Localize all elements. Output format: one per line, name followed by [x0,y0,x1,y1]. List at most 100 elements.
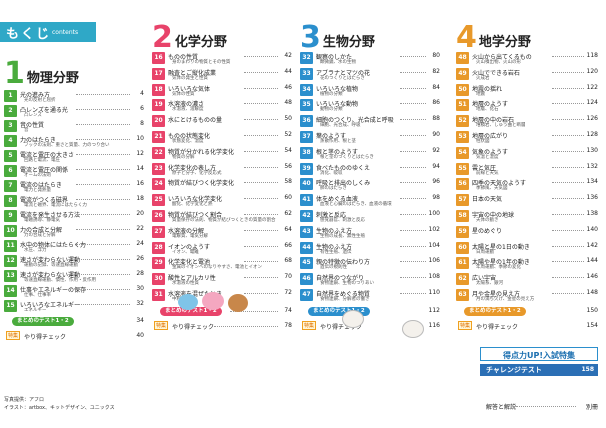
special-feature-box[interactable]: 得点力UP!入試特集 [480,347,598,361]
toc-entry[interactable]: 25 いろいろな化学変化 酸化、化学変化と熱 60 [152,194,292,208]
chemistry-check-link[interactable]: やり得チェック [172,323,215,331]
leader-dots [552,198,584,200]
toc-entry[interactable]: 62 広い宇宙 太陽系、銀河 146 [456,273,598,287]
toc-entry[interactable]: 51 地層のようす 地層、化石 124 [456,99,598,113]
leader-dots [244,277,278,279]
toc-entry[interactable]: 3 音の性質音 8 [4,120,144,134]
leader-dots [76,109,130,110]
page-number: 4 [140,90,144,97]
toc-entry[interactable]: 58 宇宙の中の地球 天体の動き 138 [456,210,598,224]
toc-entry[interactable]: 52 地層の中の岩石 堆積岩、しゅう曲と断層 126 [456,115,598,129]
leader-dots [552,277,584,279]
toc-entry[interactable]: 47 自然界をめぐる物質 食物連鎖、分解者の働き 110 [300,289,440,303]
lesson-title: 水にとけるものの量 [168,117,223,125]
toc-entry[interactable]: 1 光の進み方 光の反射と屈折 4 [4,90,144,104]
toc-entry[interactable]: 36 細胞のつくり、光合成と呼吸 細胞、光合成、呼吸 88 [300,115,440,129]
toc-entry[interactable]: 33 アブラナとマツの花 花のつくりとはたらき 82 [300,67,440,82]
toc-entry[interactable]: 7 電流のはたらき 電力と発熱量 16 [4,180,144,194]
toc-entry[interactable]: 15 いろいろなエネルギー エネルギー 32 [4,300,144,314]
toc-entry[interactable]: 57 日本の天気 136 [456,194,598,208]
toc-entry[interactable]: 2 凸レンズを通る光 凸レンズ 6 [4,105,144,119]
blue-mouse-illustration [178,294,198,310]
physics-matome-test-link[interactable]: まとめのテスト1・2 [12,317,74,326]
toc-entry[interactable]: 29 化学変化と電池 金属のイオンへのなりやすさ、電池とイオン 68 [152,257,292,271]
toc-entry[interactable]: 56 四季の天気のようす 季節風、天気図 134 [456,178,598,192]
toc-entry[interactable]: 21 ものの状態変化 状態変化、温度 52 [152,131,292,145]
answers-row[interactable]: 解答と解説 別冊 [486,402,598,412]
page-number: 66 [284,241,292,249]
page-number: 86 [432,99,440,107]
toc-entry[interactable]: 45 親の特徴の伝わり方 遺伝の規則性 106 [300,257,440,271]
toc-entry[interactable]: 41 体をめぐる血液 血液と心臓のはたらき、血液の循環 98 [300,194,440,208]
toc-entry[interactable]: 46 自然界のつながり 食物連鎖、生物のつりあい 108 [300,273,440,287]
toc-entry[interactable]: 4 力のはたらき フックの法則、重さと質量、力のつり合い 10 [4,135,144,149]
lesson-title: 太陽と星の1日の動き [472,243,530,251]
toc-entry[interactable]: 11 水中の物体にはたらく力 水圧、浮力 24 [4,240,144,254]
toc-entry[interactable]: 28 イオンのようす イオン、電離 66 [152,241,292,256]
toc-entry[interactable]: 40 呼吸と排出のしくみ 肺のはたらき 96 [300,178,440,192]
lesson-title: 融査とご縦化成業 [168,69,217,77]
toc-entry[interactable]: 38 根と茎のようす 根と茎のつくりとはたらき 92 [300,146,440,161]
toc-entry[interactable]: 35 いろいろな動物 動物の分類 86 [300,99,440,113]
physics-check-link[interactable]: やり得チェック [24,334,67,341]
toc-entry[interactable]: 39 食べたもののゆくえ 消化、吸収 94 [300,162,440,177]
toc-entry[interactable]: 30 酸性とアルカリ性 水溶液の性質 70 [152,273,292,287]
toc-entry[interactable]: 14 仕事やエネルギーの保存 仕事、仕事率 30 [4,285,144,299]
challenge-test-box[interactable]: チャレンジテスト 158 [480,364,598,376]
lesson-subtitle: 等速直線運動、慣性、作用・反作用 [24,278,96,283]
toc-entry[interactable]: 60 太陽と星の1日の動き 日周運動 142 [456,241,598,256]
toc-entry[interactable]: 20 水にとけるものの量 50 [152,115,292,129]
toc-entry[interactable]: 48 火山から出てくるもの 火山噴出物、火山の形 118 [456,52,598,66]
page-number: 96 [432,178,440,186]
toc-entry[interactable]: 13 速さが変わらない運動 等速直線運動、慣性、作用・反作用 28 [4,270,144,284]
toc-entry[interactable]: 10 力の合成と分解 力の合成と分解 22 [4,225,144,239]
toc-entry[interactable]: 49 火山でできる岩石 火成岩 120 [456,67,598,82]
lesson-number-badge: 37 [300,131,313,143]
lesson-title: 水溶液の分解 [168,227,205,235]
lesson-title: ものの状態変化 [168,133,211,140]
toc-entry[interactable]: 16 ものの性質 身のまわりの物質とその性質 42 [152,52,292,66]
toc-entry[interactable]: 32 観察のしかた 顕微鏡、水の生物 80 [300,52,440,66]
toc-entry[interactable]: 59 星のめぐり 140 [456,225,598,240]
pink-pig-illustration [202,292,224,310]
toc-entry[interactable]: 9 電流を発生させる方法 電磁誘導、静電気 20 [4,210,144,224]
toc-entry[interactable]: 23 化学変化の表し方 原子と分子、化学反応式 56 [152,162,292,177]
toc-entry[interactable]: 43 生物のふえ方 生物の成長、無性生殖 102 [300,225,440,240]
toc-entry[interactable]: 27 水溶液の分解 電解質、電気分解 64 [152,225,292,240]
page-number: 12 [136,150,144,157]
toc-entry[interactable]: 17 融査とご縦化成業 気体の発生と性質 44 [152,67,292,82]
toc-entry[interactable]: 61 太陽や星の1年の動き 年周運動、季節の変化 144 [456,257,598,271]
toc-entry[interactable]: 42 刺激と反応 感覚器官、刺激と反応 100 [300,210,440,224]
toc-entry[interactable]: 24 物質が結びつく化学変化 58 [152,178,292,192]
toc-entry[interactable]: 53 地層の広がり 柱状図 128 [456,131,598,145]
chemistry-matome-test-link[interactable]: まとめのテスト1・2 [160,306,222,316]
lesson-number-badge: 43 [300,225,313,238]
page-number: 122 [586,83,598,91]
earth-check-link[interactable]: やり得チェック [476,323,519,331]
toc-entry[interactable]: 34 いろいろな植物 植物の分類 84 [300,83,440,98]
toc-entry[interactable]: 5 電流と電圧の大きさ 回路と電流、電圧 12 [4,150,144,164]
lesson-title: 食べたもののゆくえ [316,164,371,172]
toc-entry[interactable]: 8 電流がつくる磁界 電流と磁界、電流にはたらく力 18 [4,195,144,209]
lesson-title: いろいろな化学変化 [168,196,223,204]
toc-entry[interactable]: 55 雲と気圧 前線と天気 132 [456,162,598,177]
toc-entry[interactable]: 22 物質が分かれる化学変化 物質の分解 54 [152,146,292,161]
toc-entry[interactable]: 19 水溶液の濃さ 水溶液、溶解度 48 [152,99,292,113]
earth-matome-test-link[interactable]: まとめのテスト1・2 [464,306,526,316]
toc-entry[interactable]: 54 気象のようす 気温と湿度 130 [456,146,598,161]
toc-entry[interactable]: 44 生物のふえ方 有性生殖、遺伝 104 [300,241,440,256]
biology-check-link[interactable]: やり得チェック [320,323,363,331]
earth-section-number: 4 [456,20,477,55]
toc-entry[interactable]: 37 葉のようす 蒸散作用、根と茎 90 [300,131,440,145]
toc-entry[interactable]: 50 地震の揺れ 地震 122 [456,83,598,98]
lesson-number-badge: 53 [456,131,469,143]
toc-entry[interactable]: 18 いろいろな気体 気体の性質 46 [152,83,292,98]
toc-entry[interactable]: 12 速さが変わらない運動 運動の記録、等速直線運動 26 [4,255,144,269]
lesson-title: 太陽や星の1年の動き [472,259,530,267]
toc-entry[interactable]: 6 電流と電圧の関係 オームの法則 14 [4,165,144,179]
biology-matome-test-link[interactable]: まとめのテスト1・2 [308,306,370,316]
page-number: 132 [586,162,598,170]
page-number: 70 [284,273,292,281]
toc-entry[interactable]: 26 物質が結びつく割合 質量保存の法則、物質が結びつくときの質量の割合 62 [152,210,292,224]
toc-entry[interactable]: 63 月や金星の見え方 月の満ち欠け、金星の見え方 148 [456,289,598,303]
